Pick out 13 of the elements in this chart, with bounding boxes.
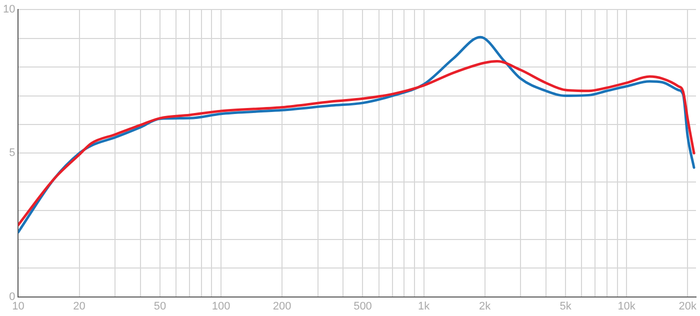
x-tick-label: 5k <box>560 300 572 312</box>
x-tick-label: 20 <box>73 300 86 312</box>
x-tick-label: 1k <box>418 300 430 312</box>
x-tick-label: 100 <box>212 300 230 312</box>
x-tick-label: 500 <box>354 300 372 312</box>
x-tick-label: 2k <box>479 300 492 312</box>
x-tick-label: 20k <box>678 300 697 312</box>
y-tick-label: 0 <box>9 290 16 303</box>
y-tick-label: 5 <box>9 147 16 160</box>
x-tick-label: 200 <box>272 300 292 312</box>
x-tick-label: 50 <box>154 300 166 312</box>
y-tick-label: 10 <box>2 4 16 16</box>
x-tick-label: 10k <box>618 300 636 312</box>
